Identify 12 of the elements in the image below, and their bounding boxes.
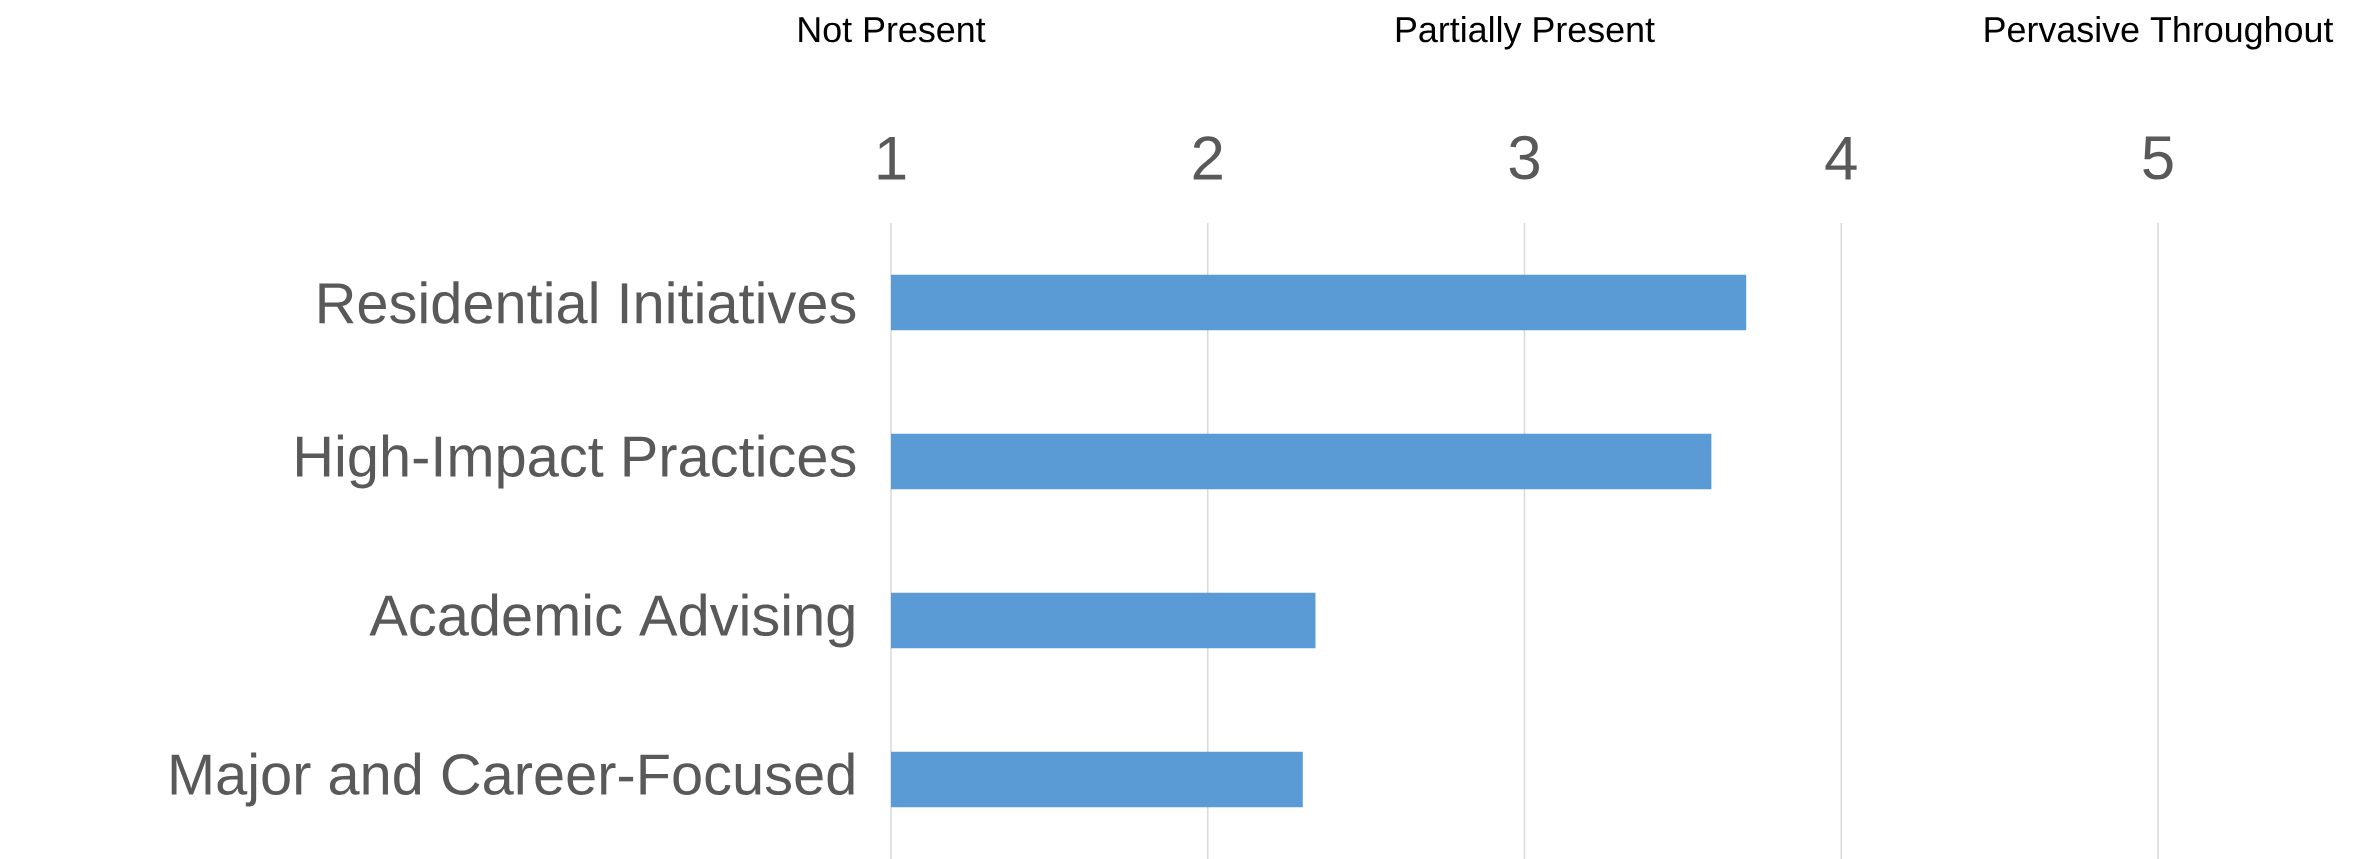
x-tick-label: 3 (1509, 135, 1539, 180)
y-tick-label: Major and Career-Focused (171, 752, 854, 807)
text: Partially Present (1396, 16, 1655, 50)
x-tick-label: 4 (1825, 136, 1857, 180)
x-tick-label: 5 (2143, 136, 2173, 180)
text: Pervasive Throughout (1985, 16, 2334, 50)
x-tick-label: 2 (1193, 136, 1222, 180)
text: Not Present (799, 17, 986, 43)
y-tick-label: Residential Initiatives (319, 281, 856, 324)
y-tick-label: High-Impact Practices (297, 434, 856, 489)
x-tick-label: 1 (878, 136, 906, 180)
y-tick-label: Academic Advising (369, 593, 854, 648)
